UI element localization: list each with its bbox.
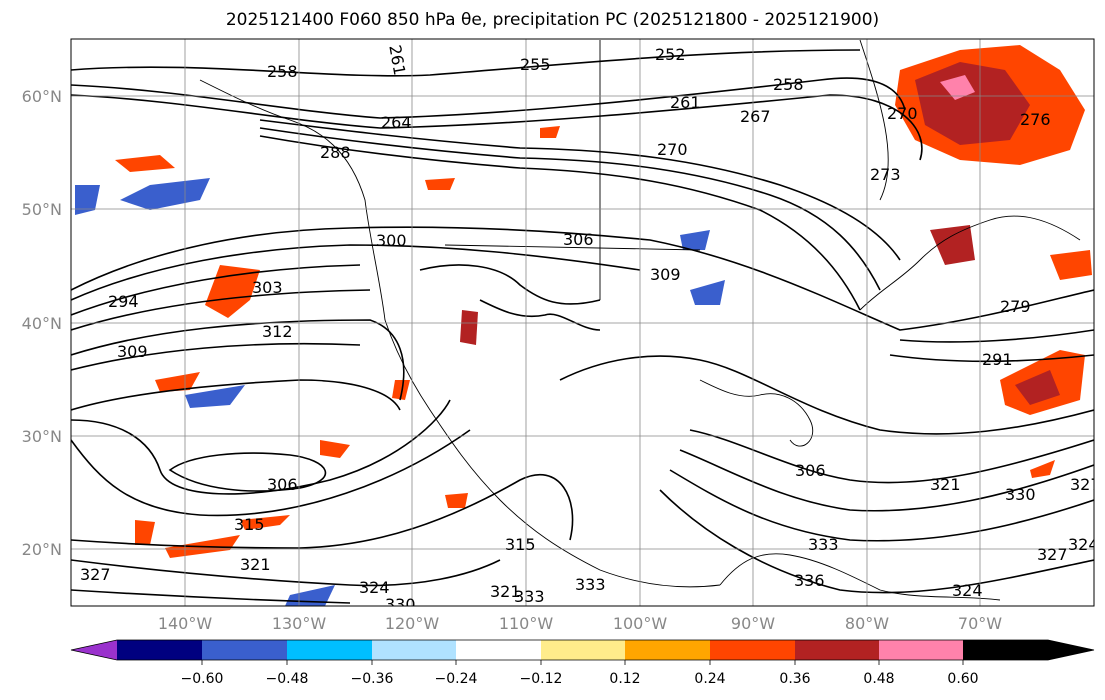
colorbar-segment [963,640,1094,660]
colorbar-segment [795,640,879,660]
longitude-labels: 140°W 130°W 120°W 110°W 100°W 90°W 80°W … [158,614,1002,633]
lat-label: 20°N [22,540,62,559]
lat-label: 50°N [22,200,62,219]
colorbar-outline [70,639,1095,661]
contour-label: 327 [1070,475,1101,494]
colorbar-segment [71,640,117,660]
lon-label: 110°W [499,614,554,633]
lon-label: 140°W [158,614,213,633]
theta-e-contours [71,49,1094,604]
colorbar-segment [456,640,541,660]
lat-label: 60°N [22,87,62,106]
contour-label: 306 [795,461,826,480]
colorbar-segment [710,640,795,660]
contour-label: 327 [1037,545,1068,564]
map-panel: 261 252 255 258 258 264 261 267 270 270 … [71,39,1101,614]
lat-label: 40°N [22,314,62,333]
colorbar-tick-label: 0.60 [947,671,978,687]
contour-label: 288 [320,143,351,162]
contour-label: 333 [575,575,606,594]
contour-label: 264 [381,113,412,132]
contour-label: 309 [117,342,148,361]
colorbar-tick-label: −0.36 [351,671,394,687]
colorbar: −0.60 −0.48 −0.36 −0.24 −0.12 0.12 0.24 … [70,639,1095,687]
contour-label: 303 [252,278,283,297]
contour-label: 333 [514,587,545,606]
lon-label: 80°W [845,614,889,633]
contour-label: 279 [1000,297,1031,316]
colorbar-tick-label: 0.36 [779,671,810,687]
contour-label: 321 [490,582,521,601]
contour-label: 336 [794,571,825,590]
contour-label: 333 [808,535,839,554]
contour-label: 312 [262,322,293,341]
contour-label: 291 [982,350,1013,369]
lon-label: 120°W [385,614,440,633]
contour-label: 270 [887,104,918,123]
graticule [71,39,1094,606]
colorbar-segment [117,640,202,660]
map-title: 2025121400 F060 850 hPa θe, precipitatio… [225,10,880,30]
colorbar-tick-label: −0.12 [520,671,563,687]
contour-label: 321 [240,555,271,574]
contour-label: 258 [773,75,804,94]
lon-label: 100°W [613,614,668,633]
contour-label: 252 [655,45,686,64]
contour-label: 300 [376,231,407,250]
colorbar-tick-label: 0.12 [609,671,640,687]
contour-label: 294 [108,292,139,311]
contour-label: 315 [234,515,265,534]
lat-label: 30°N [22,427,62,446]
colorbar-segment [879,640,963,660]
contour-label: 321 [930,475,961,494]
contour-label: 327 [80,565,111,584]
contour-label: 255 [520,55,551,74]
lon-label: 90°W [731,614,775,633]
contour-label: 324 [952,581,983,600]
contour-label: 273 [870,165,901,184]
lon-label: 130°W [272,614,327,633]
colorbar-ticks [201,660,964,665]
colorbar-tick-label: 0.48 [863,671,894,687]
contour-label: 324 [359,578,390,597]
contour-label: 330 [385,595,416,614]
map-frame [70,38,1095,607]
colorbar-segment [625,640,710,660]
precip-shading [75,45,1092,606]
contour-label: 315 [505,535,536,554]
contour-label: 330 [1005,485,1036,504]
contour-label: 306 [563,230,594,249]
colorbar-tick-label: 0.24 [694,671,725,687]
contour-labels: 261 252 255 258 258 264 261 267 270 270 … [80,43,1101,614]
colorbar-tick-label: −0.60 [181,671,224,687]
lon-label: 70°W [958,614,1002,633]
contour-label: 258 [267,62,298,81]
colorbar-tick-label: −0.24 [435,671,478,687]
contour-label: 267 [740,107,771,126]
colorbar-segment [202,640,287,660]
contour-label: 309 [650,265,681,284]
colorbar-segment [372,640,456,660]
contour-label: 306 [267,475,298,494]
contour-label: 270 [657,140,688,159]
latitude-labels: 60°N 50°N 40°N 30°N 20°N [22,87,62,559]
colorbar-tick-label: −0.48 [266,671,309,687]
colorbar-segment [287,640,372,660]
contour-label: 324 [1068,535,1099,554]
contour-label: 276 [1020,110,1051,129]
colorbar-segment [541,640,625,660]
contour-label: 261 [670,93,701,112]
